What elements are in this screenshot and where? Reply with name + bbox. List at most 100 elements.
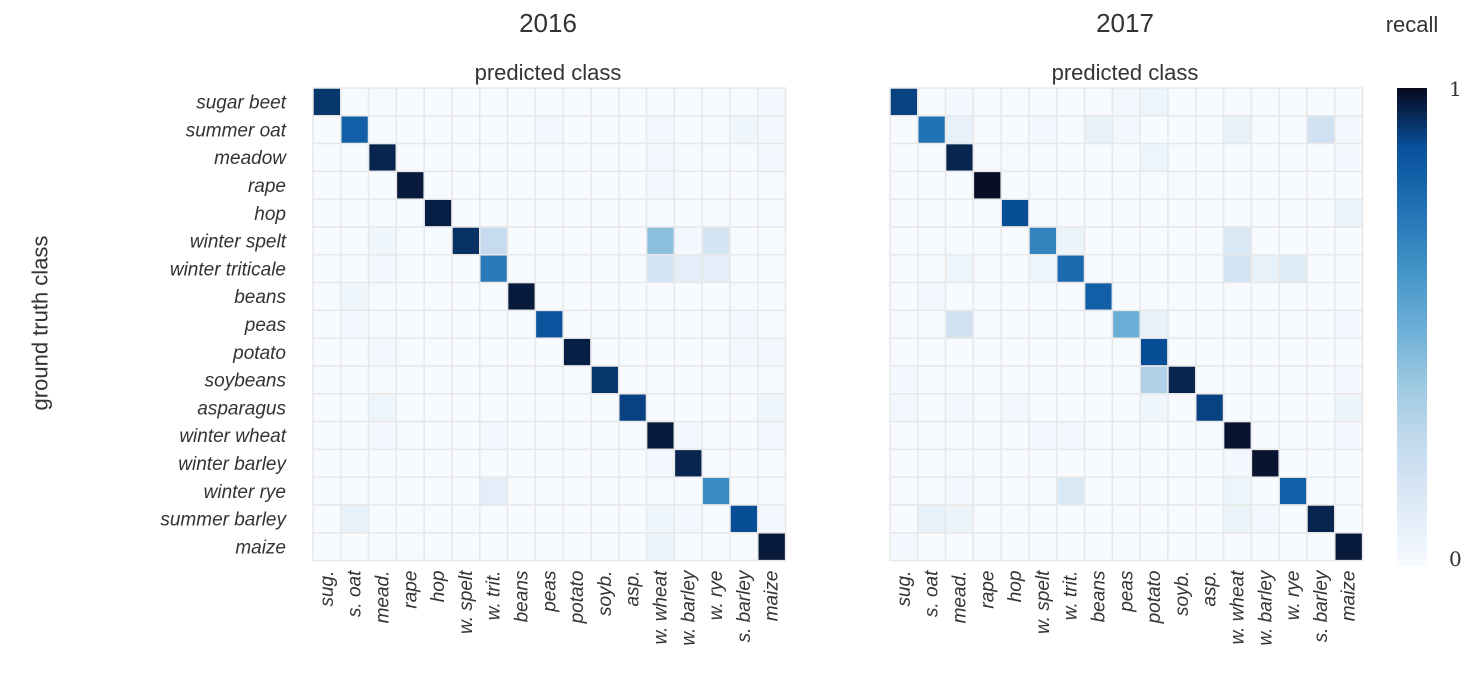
heatmap-cell-2016-meadow-w-trit — [479, 142, 509, 173]
heatmap-cell-2016-winter-barley-rape — [395, 448, 425, 478]
heatmap-cell-2017-asparagus-s-oat — [917, 393, 947, 423]
heatmap-cell-2017-summer-barley-hop — [1000, 504, 1030, 534]
heatmap-cell-2016-winter-rye-peas — [534, 476, 564, 506]
heatmap-cell-2016-hop-w-spelt — [451, 198, 481, 228]
heatmap-cell-2017-asparagus-peas — [1111, 393, 1141, 423]
row-label-asparagus: asparagus — [197, 398, 286, 419]
heatmap-cell-2017-asparagus-hop — [1000, 393, 1030, 423]
heatmap-cell-2016-summer-oat-s-oat — [340, 115, 370, 145]
heatmap-cell-2016-beans-hop — [423, 281, 453, 312]
heatmap-cell-2016-rape-s-oat — [340, 170, 370, 200]
heatmap-cell-2016-winter-rye-hop — [423, 476, 453, 506]
heatmap-cell-2016-rape-sug — [312, 170, 342, 200]
heatmap-cell-2017-maize-peas — [1111, 532, 1141, 562]
heatmap-cell-2016-soybeans-potato — [562, 365, 592, 395]
heatmap-cell-2016-sugar-beet-soyb — [590, 87, 620, 117]
heatmap-cell-2016-summer-oat-w-spelt — [451, 115, 481, 145]
heatmap-cell-2017-maize-soyb — [1167, 532, 1197, 562]
colorbar: recall 1 0 — [1386, 12, 1462, 571]
heatmap-cell-2016-winter-triticale-w-barley — [673, 254, 703, 284]
heatmap-cell-2016-winter-barley-peas — [534, 448, 564, 478]
heatmap-cell-2017-winter-wheat-w-spelt — [1028, 420, 1058, 451]
heatmap-cell-2016-rape-maize — [757, 170, 787, 200]
heatmap-cell-2017-maize-sug — [889, 532, 919, 562]
heatmap-cell-2016-summer-oat-soyb — [590, 115, 620, 145]
heatmap-cell-2016-meadow-rape — [395, 142, 425, 173]
heatmap-cell-2017-potato-hop — [1000, 337, 1030, 367]
colorbar-max-label: 1 — [1449, 77, 1462, 101]
heatmap-cell-2016-summer-barley-w-wheat — [645, 504, 676, 534]
heatmap-cell-2016-peas-w-spelt — [451, 309, 481, 339]
heatmap-cell-2017-potato-rape — [972, 337, 1002, 367]
col-label-2016-w-rye: w. rye — [706, 571, 727, 621]
heatmap-cell-2017-peas-s-barley — [1306, 309, 1336, 339]
row-labels-2016: sugar beet summer oat meadow rape hop winter … — [160, 93, 287, 559]
heatmap-cell-2017-soybeans-rape — [972, 365, 1002, 395]
heatmap-cell-2016-hop-potato — [562, 198, 592, 228]
heatmap-cell-2017-winter-rye-s-oat — [917, 476, 947, 506]
heatmap-cell-2016-soybeans-w-barley — [673, 365, 703, 395]
heatmap-cell-2017-hop-maize — [1334, 198, 1364, 228]
heatmap-cell-2016-rape-w-spelt — [451, 170, 481, 200]
heatmap-cell-2016-summer-barley-sug — [312, 504, 342, 534]
heatmap-cell-2016-winter-spelt-soyb — [590, 226, 620, 256]
heatmap-cell-2017-hop-asp — [1195, 198, 1225, 228]
heatmap-cell-2017-soybeans-beans — [1083, 365, 1114, 395]
heatmap-cell-2016-potato-peas — [534, 337, 564, 367]
heatmap-cell-2016-potato-sug — [312, 337, 342, 367]
heatmap-cell-2016-meadow-w-spelt — [451, 142, 481, 173]
heatmap-cell-2016-winter-barley-hop — [423, 448, 453, 478]
heatmap-cell-2016-maize-asp — [618, 532, 648, 562]
heatmap-cell-2016-winter-wheat-hop — [423, 420, 453, 451]
heatmap-cell-2017-sugar-beet-asp — [1195, 87, 1225, 117]
heatmap-cell-2017-potato-s-oat — [917, 337, 947, 367]
heatmap-cell-2016-maize-w-trit — [479, 532, 509, 562]
heatmap-cell-2016-potato-potato — [562, 337, 592, 367]
heatmap-cell-2016-winter-wheat-s-barley — [729, 420, 759, 451]
heatmap-cell-2017-asparagus-rape — [972, 393, 1002, 423]
heatmap-cell-2016-peas-w-rye — [701, 309, 731, 339]
heatmap-cell-2017-winter-spelt-w-spelt — [1028, 226, 1058, 256]
heatmap-cell-2016-summer-barley-w-trit — [479, 504, 509, 534]
heatmap-cell-2017-potato-w-rye — [1278, 337, 1308, 367]
heatmap-cell-2016-winter-spelt-mead — [367, 226, 398, 256]
heatmap-cell-2017-winter-wheat-w-barley — [1250, 420, 1280, 451]
heatmap-cell-2016-asparagus-s-oat — [340, 393, 370, 423]
heatmap-cell-2016-beans-s-oat — [340, 281, 370, 312]
heatmap-cell-2017-summer-oat-w-trit — [1056, 115, 1086, 145]
heatmap-cell-2016-winter-triticale-w-rye — [701, 254, 731, 284]
heatmap-cell-2016-summer-barley-hop — [423, 504, 453, 534]
row-label-potato: potato — [232, 343, 286, 364]
heatmap-cell-2017-soybeans-s-barley — [1306, 365, 1336, 395]
column-labels-2017: sug. s. oat mead. rape hop w. spelt w. trit. be… — [894, 569, 1360, 645]
heatmap-cell-2016-meadow-maize — [757, 142, 787, 173]
heatmap-cell-2017-asparagus-w-trit — [1056, 393, 1086, 423]
heatmap-cell-2016-asparagus-soyb — [590, 393, 620, 423]
heatmap-cell-2016-hop-w-rye — [701, 198, 731, 228]
heatmap-cell-2016-summer-barley-w-rye — [701, 504, 731, 534]
heatmap-cell-2016-sugar-beet-w-barley — [673, 87, 703, 117]
heatmap-cell-2016-winter-spelt-w-rye — [701, 226, 731, 256]
heatmap-cell-2017-winter-spelt-rape — [972, 226, 1002, 256]
heatmap-cell-2017-winter-barley-s-oat — [917, 448, 947, 478]
heatmap-cell-2017-summer-oat-soyb — [1167, 115, 1197, 145]
heatmap-cell-2017-beans-beans — [1083, 281, 1114, 312]
heatmap-cell-2016-potato-w-barley — [673, 337, 703, 367]
heatmap-cell-2016-meadow-w-barley — [673, 142, 703, 173]
heatmap-cell-2016-beans-s-barley — [729, 281, 759, 312]
row-label-rape: rape — [248, 176, 286, 197]
heatmap-cell-2017-winter-spelt-soyb — [1167, 226, 1197, 256]
heatmap-cell-2016-winter-spelt-maize — [757, 226, 787, 256]
heatmap-cell-2017-rape-sug — [889, 170, 919, 200]
heatmap-cell-2016-hop-asp — [618, 198, 648, 228]
heatmap-cell-2016-maize-s-barley — [729, 532, 759, 562]
heatmap-cell-2016-winter-spelt-sug — [312, 226, 342, 256]
heatmap-cell-2016-potato-hop — [423, 337, 453, 367]
heatmap-cell-2016-sugar-beet-mead — [367, 87, 398, 117]
heatmap-cell-2017-meadow-w-barley — [1250, 142, 1280, 173]
heatmap-cell-2016-winter-rye-rape — [395, 476, 425, 506]
heatmap-cell-2016-summer-oat-s-barley — [729, 115, 759, 145]
heatmap-cell-2017-rape-soyb — [1167, 170, 1197, 200]
heatmap-cell-2016-asparagus-rape — [395, 393, 425, 423]
heatmap-cell-2016-potato-mead — [367, 337, 398, 367]
